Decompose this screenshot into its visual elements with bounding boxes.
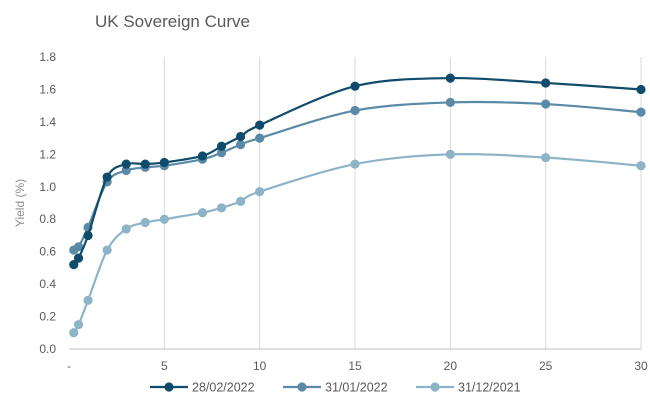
data-point <box>541 99 551 109</box>
data-point <box>216 148 227 158</box>
legend-swatch-marker <box>297 382 307 392</box>
data-point <box>197 151 208 161</box>
y-tick-label: 0.6 <box>39 245 56 259</box>
data-point <box>636 161 646 171</box>
data-point <box>83 295 93 305</box>
data-point <box>69 260 79 270</box>
data-point <box>350 105 360 116</box>
x-tick-label: 20 <box>444 359 458 373</box>
x-tick-labels: - 5 10 15 20 25 30 <box>67 359 648 373</box>
legend-label: 31/12/2021 <box>458 381 521 395</box>
data-point <box>636 84 646 95</box>
y-tick-label: 0.0 <box>39 342 56 356</box>
y-tick-label: 1.0 <box>39 180 56 194</box>
y-tick-label: 1.2 <box>39 147 56 161</box>
x-tick-label: 15 <box>348 359 362 373</box>
data-point <box>121 224 131 234</box>
data-point <box>140 217 150 228</box>
data-point <box>73 242 84 252</box>
y-tick-label: 0.2 <box>39 310 56 324</box>
data-point <box>445 97 455 108</box>
series-31/01/2022 <box>69 97 646 255</box>
data-point <box>102 172 112 182</box>
data-point <box>236 131 246 142</box>
data-point <box>69 328 79 338</box>
x-tick-label: 25 <box>539 359 553 373</box>
x-tick-label: - <box>67 359 71 373</box>
data-point <box>255 120 265 130</box>
data-point <box>636 107 646 117</box>
x-tick-label: 30 <box>634 359 648 373</box>
data-point <box>83 230 93 241</box>
x-tick-label: 10 <box>253 359 267 373</box>
series-lines <box>69 73 646 338</box>
y-tick-label: 0.4 <box>39 277 56 291</box>
data-point <box>159 214 169 224</box>
legend-item: 31/01/2022 <box>283 381 388 395</box>
legend-swatch-marker <box>430 382 440 392</box>
chart-title: UK Sovereign Curve <box>95 12 250 31</box>
legend-label: 28/02/2022 <box>192 381 255 395</box>
legend-swatch-marker <box>164 382 174 392</box>
data-point <box>140 159 150 169</box>
data-point <box>236 196 246 206</box>
data-point <box>73 320 84 330</box>
data-point <box>102 245 112 255</box>
series-line <box>72 76 642 266</box>
series-line <box>72 152 642 334</box>
y-tick-label: 1.6 <box>39 82 56 96</box>
y-tick-label: 1.8 <box>39 50 56 64</box>
data-point <box>541 78 551 88</box>
data-point <box>159 157 169 168</box>
data-point <box>445 73 455 83</box>
y-axis-label: Yield (%) <box>13 179 27 227</box>
legend-item: 31/12/2021 <box>416 381 521 395</box>
data-point <box>445 149 455 159</box>
legend-label: 31/01/2022 <box>325 381 388 395</box>
series-line <box>73 100 642 252</box>
y-tick-label: 1.4 <box>39 115 56 129</box>
legend-item: 28/02/2022 <box>150 381 255 395</box>
data-point <box>255 187 265 197</box>
x-tick-label: 5 <box>161 359 168 373</box>
data-point <box>350 81 360 91</box>
data-point <box>121 159 131 169</box>
data-point <box>121 165 131 176</box>
y-tick-label: 0.8 <box>39 212 56 226</box>
legend: 28/02/2022 31/01/2022 31/12/2021 <box>150 381 521 395</box>
data-point <box>236 140 246 150</box>
data-point <box>350 159 360 169</box>
data-point <box>73 253 84 263</box>
data-point <box>197 208 208 218</box>
series-31/12/2021 <box>69 149 646 338</box>
data-point <box>541 152 551 163</box>
data-point <box>255 133 265 143</box>
data-point <box>216 141 227 151</box>
data-point <box>216 203 227 213</box>
y-tick-labels: 0.0 0.2 0.4 0.6 0.8 1.0 1.2 1.4 1.6 1.8 <box>39 50 56 356</box>
series-28/02/2022 <box>69 73 646 270</box>
